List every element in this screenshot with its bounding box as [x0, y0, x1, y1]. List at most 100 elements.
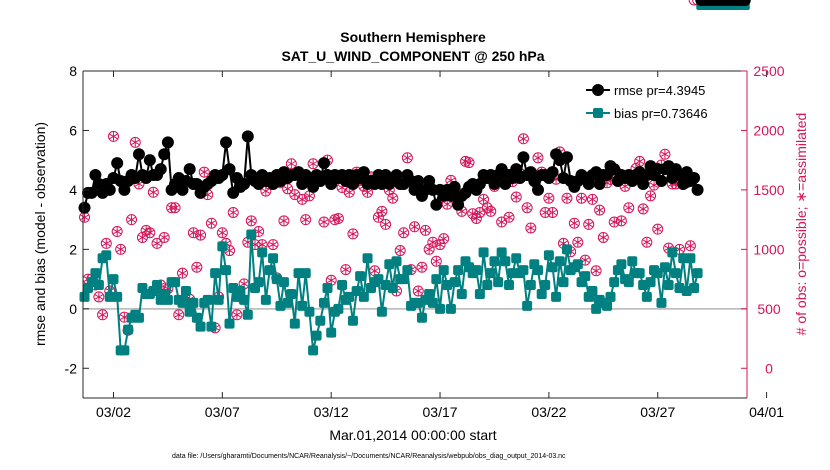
bias-point — [217, 241, 228, 252]
x-tick-label: 03/12 — [314, 404, 349, 420]
obs-possible-point — [412, 285, 424, 297]
bias-point — [645, 277, 656, 288]
rmse-point — [111, 157, 124, 170]
obs-assimilated-point — [319, 217, 329, 227]
obs-possible-point — [398, 227, 410, 239]
obs-assimilated-point — [526, 223, 535, 233]
obs-assimilated-point — [283, 184, 292, 194]
rmse-point — [132, 148, 145, 161]
obs-assimilated-point — [196, 230, 205, 240]
bias-point — [333, 303, 344, 314]
obs-assimilated-point — [301, 215, 310, 225]
bias-point — [188, 297, 199, 308]
bias-point — [663, 280, 674, 291]
obs-possible-point — [245, 215, 257, 227]
obs-assimilated-point — [475, 208, 485, 217]
bias-point — [79, 291, 90, 302]
bias-point — [609, 277, 620, 288]
data-file-note: data file: /Users/gharamti/Documents/NCA… — [172, 453, 566, 460]
bias-point — [554, 256, 565, 267]
bias-point — [311, 330, 322, 341]
bias-point — [449, 277, 460, 288]
bias-point — [162, 294, 173, 305]
obs-possible-point — [659, 148, 671, 160]
obs-possible-point — [126, 214, 138, 226]
bias-point — [206, 321, 217, 332]
bias-point — [268, 253, 279, 264]
bias-point — [670, 268, 681, 279]
obs-assimilated-point — [192, 262, 202, 272]
obs-assimilated-point — [334, 213, 343, 223]
rmse-point — [448, 180, 461, 193]
obs-assimilated-point — [116, 244, 125, 254]
obs-assimilated-point — [218, 228, 227, 238]
obs-assimilated-point — [102, 238, 111, 248]
y-tick-label-right: 500 — [757, 301, 781, 317]
x-tick-label: 03/17 — [423, 404, 458, 420]
obs-possible-point — [532, 152, 544, 164]
rmse-point — [241, 130, 254, 143]
obs-possible-point — [93, 291, 105, 303]
rmse-point — [317, 157, 330, 170]
obs-assimilated-point — [522, 203, 532, 213]
bias-point — [536, 288, 547, 299]
obs-possible-point — [100, 237, 112, 249]
bias-point — [315, 315, 326, 326]
bias-point — [402, 265, 413, 276]
bias-point — [616, 259, 627, 270]
obs-assimilated-point — [268, 240, 278, 250]
bias-point — [667, 247, 678, 258]
rmse-point — [655, 174, 668, 187]
obs-assimilated-point — [591, 266, 601, 276]
obs-possible-point — [278, 215, 290, 227]
bias-point — [416, 312, 427, 323]
obs-assimilated-point — [686, 241, 695, 251]
obs-possible-point — [637, 203, 649, 215]
obs-possible-point — [227, 207, 239, 219]
rmse-point — [532, 183, 545, 196]
y-tick-label-right: 1000 — [753, 241, 784, 257]
bias-point — [511, 253, 522, 264]
obs-possible-point — [97, 309, 109, 321]
obs-assimilated-point — [232, 310, 242, 320]
bias-point — [282, 297, 293, 308]
bias-point — [242, 309, 253, 320]
bias-point — [224, 318, 235, 329]
obs-assimilated-point — [345, 187, 354, 197]
obs-assimilated-point — [170, 203, 180, 213]
bias-point — [112, 291, 123, 302]
y-tick-label-left: -2 — [65, 360, 78, 376]
bias-point — [253, 277, 264, 288]
obs-possible-point — [267, 239, 279, 251]
obs-assimilated-point — [207, 218, 216, 228]
rmse-point — [161, 136, 174, 149]
obs-assimilated-point — [562, 193, 572, 203]
legend-rmse-label: rmse pr=4.3945 — [614, 83, 705, 98]
obs-assimilated-point — [642, 237, 652, 247]
obs-assimilated-point — [287, 159, 296, 169]
obs-possible-point — [144, 227, 156, 239]
obs-possible-point — [547, 207, 559, 219]
obs-assimilated-point — [624, 203, 633, 213]
obs-possible-point — [115, 243, 127, 255]
bias-point — [304, 306, 315, 317]
bias-point — [337, 280, 348, 291]
obs-possible-point — [521, 202, 533, 214]
obs-assimilated-point — [639, 204, 648, 214]
bias-point — [170, 277, 181, 288]
bias-point — [398, 274, 409, 285]
bias-point — [355, 271, 366, 282]
bias-point — [318, 297, 329, 308]
bias-point — [424, 288, 435, 299]
bias-point — [482, 280, 493, 291]
bias-point — [213, 294, 224, 305]
obs-assimilated-point — [348, 229, 358, 239]
chart-subtitle: SAT_U_WIND_COMPONENT @ 250 hPa — [281, 48, 544, 64]
y-tick-label-left: 4 — [69, 182, 77, 198]
obs-assimilated-point — [370, 266, 379, 276]
obs-assimilated-point — [279, 216, 289, 226]
obs-possible-point — [434, 239, 446, 251]
bias-series — [79, 0, 750, 356]
obs-assimilated-point — [381, 219, 390, 229]
